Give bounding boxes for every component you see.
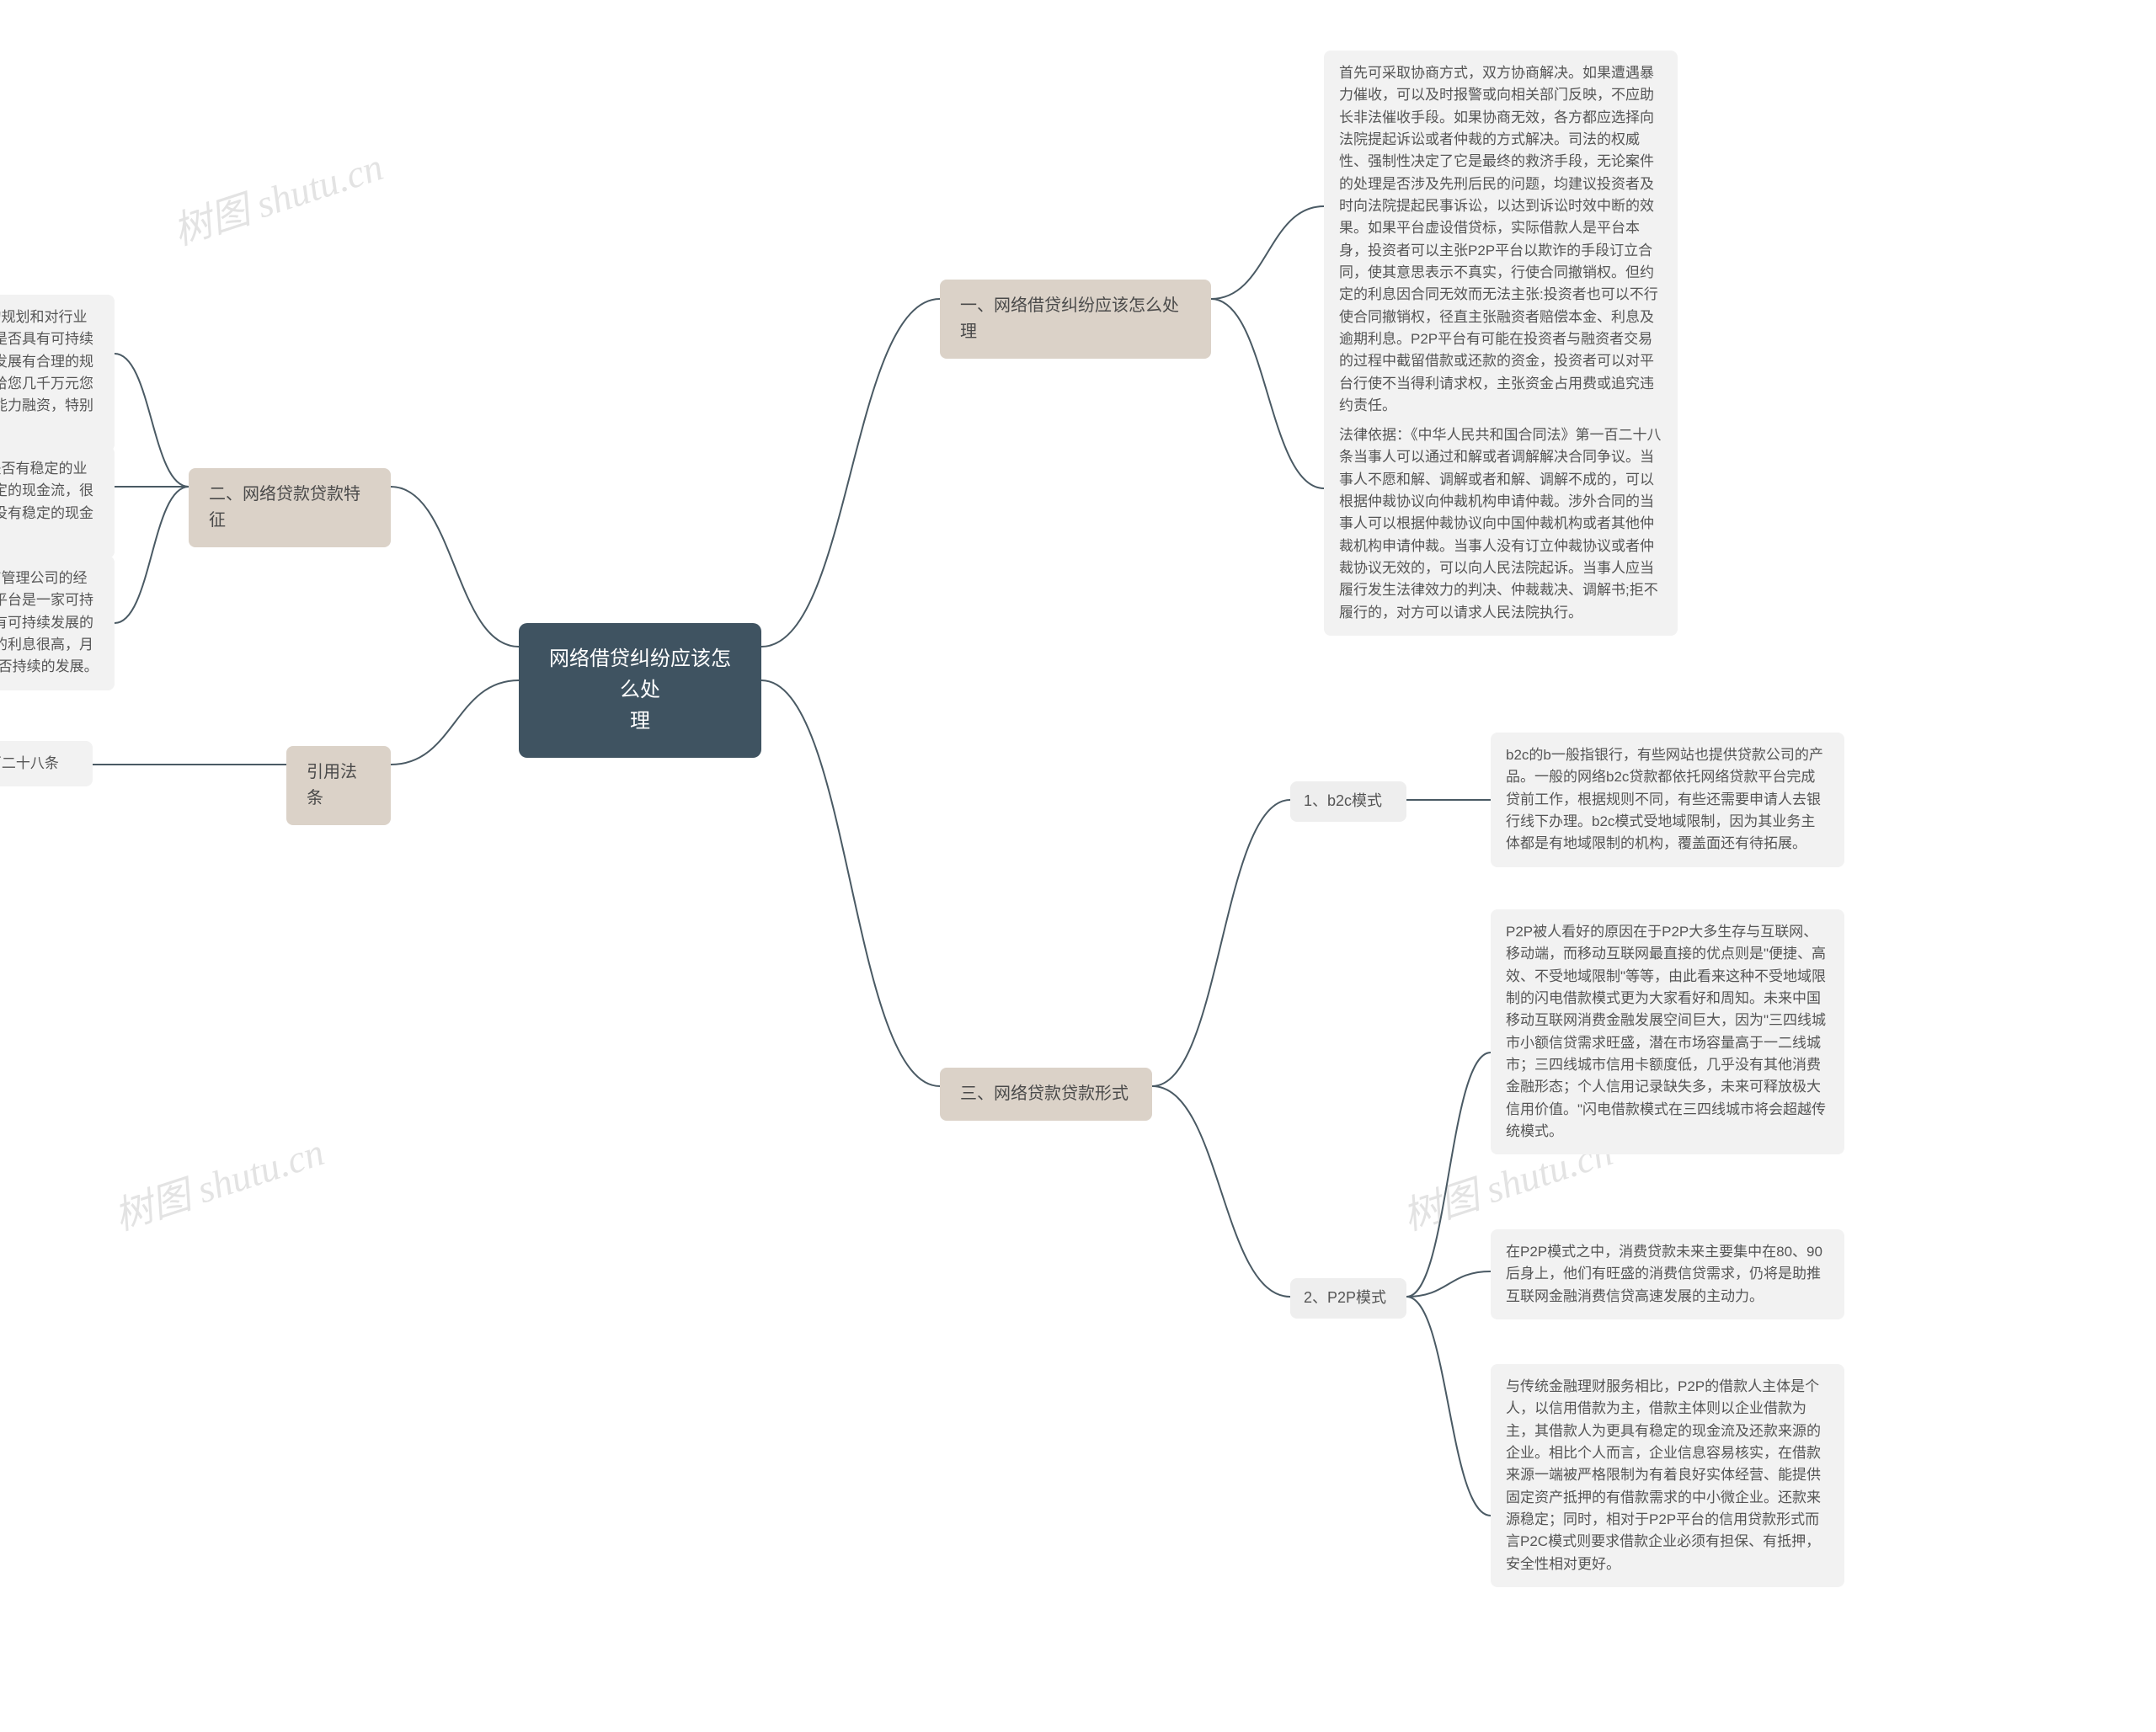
leaf-3a1: b2c的b一般指银行，有些网站也提供贷款公司的产品。一般的网络b2c贷款都依托网…	[1491, 733, 1844, 867]
branch-2[interactable]: 二、网络贷款贷款特征	[189, 468, 391, 547]
leaf-2b: 2、网络贷款平台的实际控制人是否有稳定的业务，应有稳定的业务，每月有稳定的现金流…	[0, 446, 115, 558]
leaf-cite: [1]《中华人民共和国合同法》第一百二十八条	[0, 741, 93, 786]
root-node[interactable]: 网络借贷纠纷应该怎么处 理	[519, 623, 761, 758]
watermark: 树图 shutu.cn	[106, 1122, 330, 1242]
branch-1[interactable]: 一、网络借贷纠纷应该怎么处理	[940, 280, 1211, 359]
leaf-1b: 法律依据：《中华人民共和国合同法》第一百二十八条当事人可以通过和解或者调解解决合…	[1324, 413, 1678, 636]
root-line2: 理	[630, 710, 650, 733]
leaf-2a: 1、这家公司的老总是否有长远的规划和对行业深刻的认识，对公司的发展思路是否具有可…	[0, 295, 115, 451]
sub-3a[interactable]: 1、b2c模式	[1290, 781, 1406, 822]
leaf-3b3: 与传统金融理财服务相比，P2P的借款人主体是个人，以信用借款为主，借款主体则以企…	[1491, 1364, 1844, 1587]
leaf-3b2: 在P2P模式之中，消费贷款未来主要集中在80、90后身上，他们有旺盛的消费信贷需…	[1491, 1229, 1844, 1319]
watermark: 树图 shutu.cn	[165, 136, 389, 257]
root-line1: 网络借贷纠纷应该怎么处	[549, 648, 731, 701]
leaf-2c: 3、网络贷款平台的负责人是否有管理公司的经验和能力，一家卓越的网络贷款平台是一家…	[0, 556, 115, 690]
branch-3[interactable]: 三、网络贷款贷款形式	[940, 1068, 1152, 1121]
leaf-1a: 首先可采取协商方式，双方协商解决。如果遭遇暴力催收，可以及时报警或向相关部门反映…	[1324, 51, 1678, 429]
sub-3b[interactable]: 2、P2P模式	[1290, 1278, 1406, 1319]
branch-cite[interactable]: 引用法条	[286, 746, 391, 825]
leaf-3b1: P2P被人看好的原因在于P2P大多生存与互联网、移动端，而移动互联网最直接的优点…	[1491, 909, 1844, 1154]
